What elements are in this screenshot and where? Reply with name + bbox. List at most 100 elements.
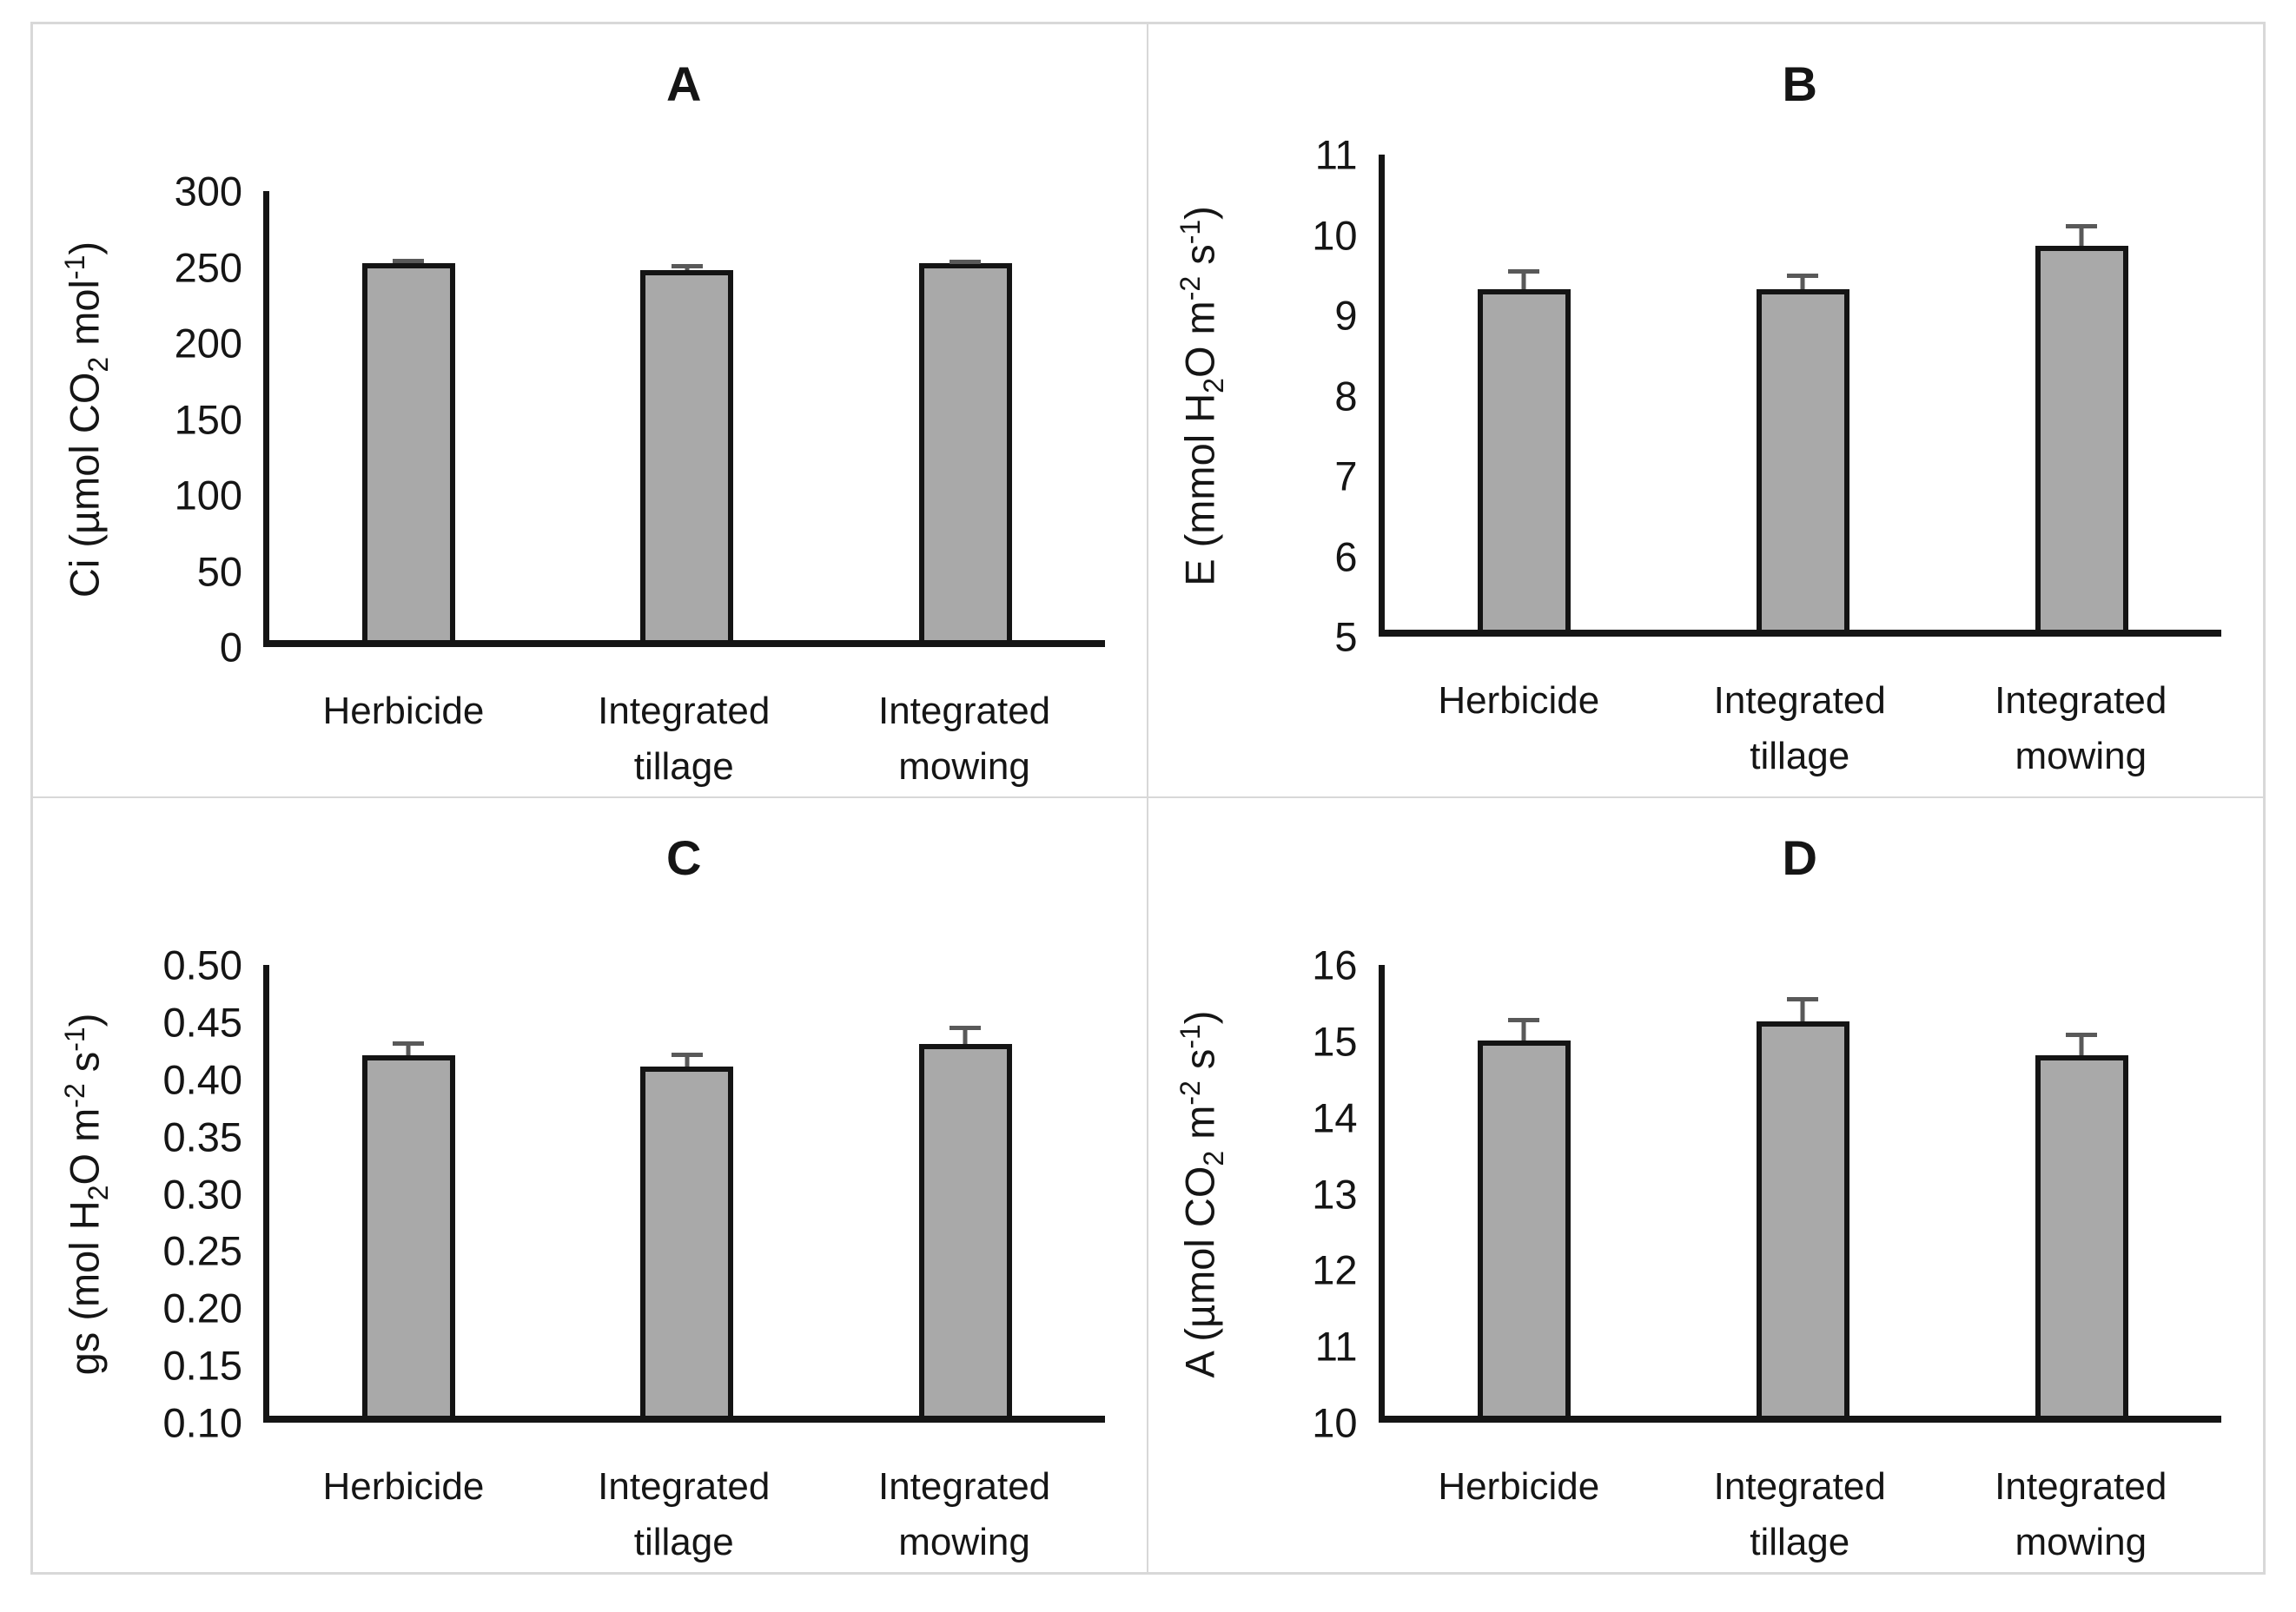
category-labels: Herbicide Integrated tillage Integrated mo… xyxy=(1379,1459,2222,1570)
y-tick-label: 16 xyxy=(1312,941,1358,988)
y-tick-label: 0 xyxy=(219,624,242,671)
y-tick-label: 300 xyxy=(174,168,242,215)
error-bar-cap xyxy=(1787,997,1819,1002)
error-bar xyxy=(685,1053,690,1067)
y-tick-label: 6 xyxy=(1334,533,1358,579)
error-bar-cap xyxy=(671,1053,703,1058)
y-tick-labels: 0.50 0.45 0.40 0.35 0.30 0.25 0.20 0.15 0.10 xyxy=(33,942,242,1446)
panel-title: C xyxy=(666,830,702,885)
bar-slot xyxy=(548,965,827,1416)
y-tick-label: 11 xyxy=(1314,1323,1358,1370)
bar-slot xyxy=(826,191,1105,640)
y-tick-label: 0.35 xyxy=(162,1113,242,1160)
bar-herbicide xyxy=(361,1054,455,1416)
panel-title: B xyxy=(1782,56,1817,111)
bar-integrated-mowing xyxy=(918,1043,1012,1416)
bar-integrated-mowing xyxy=(2035,1054,2128,1416)
panel-a: A Ci (µmol CO2 mol-1) 300 250 200 150 100 50 0… xyxy=(33,24,1148,798)
panel-title: A xyxy=(666,56,702,111)
error-bar-cap xyxy=(671,264,703,269)
plot-area xyxy=(1378,155,2221,637)
bar-slot xyxy=(269,965,548,1416)
y-tick-label: 5 xyxy=(1334,613,1358,660)
bar-slot xyxy=(1942,155,2221,630)
y-tick-labels: 11 10 9 8 7 6 5 xyxy=(1148,132,1358,660)
category-label: Integrated mowing xyxy=(877,690,1051,788)
y-tick-label: 50 xyxy=(196,548,242,594)
y-tick-labels: 16 15 14 13 12 11 10 xyxy=(1148,942,1358,1446)
error-bar-cap xyxy=(393,1041,425,1047)
bar-integrated-mowing xyxy=(918,262,1012,640)
y-tick-label: 0.20 xyxy=(162,1285,242,1331)
y-tick-label: 0.10 xyxy=(162,1399,242,1446)
y-tick-label: 0.40 xyxy=(162,1056,242,1103)
category-labels: Herbicide Integrated tillage Integrated mo… xyxy=(1379,673,2222,784)
plot-area xyxy=(263,965,1105,1423)
error-bar-cap xyxy=(1787,273,1819,278)
y-tick-label: 200 xyxy=(174,320,242,367)
bar-slot xyxy=(1664,965,1942,1416)
plot-area xyxy=(1378,965,2221,1423)
y-tick-label: 8 xyxy=(1334,373,1358,419)
bar-integrated-tillage xyxy=(640,1066,734,1416)
category-label: Integrated tillage xyxy=(1713,679,1886,777)
y-tick-label: 0.45 xyxy=(162,999,242,1046)
y-tick-label: 0.30 xyxy=(162,1171,242,1217)
y-tick-label: 0.25 xyxy=(162,1227,242,1274)
bar-herbicide xyxy=(1477,288,1571,630)
panel-title: D xyxy=(1782,830,1817,885)
bar-slot xyxy=(1385,155,1664,630)
y-tick-labels: 300 250 200 150 100 50 0 xyxy=(33,168,242,671)
category-label: Integrated tillage xyxy=(598,690,771,788)
bar-herbicide xyxy=(361,262,455,640)
category-label: Herbicide xyxy=(1438,1465,1600,1508)
category-label: Herbicide xyxy=(322,1465,485,1508)
panel-b: B E (mmol H2O m-2 s-1) 11 10 9 8 7 6 5 Herbici… xyxy=(1148,24,2263,798)
error-bar-cap xyxy=(393,258,425,263)
bar-herbicide xyxy=(1477,1040,1571,1416)
category-label: Integrated mowing xyxy=(877,1465,1051,1563)
y-tick-label: 15 xyxy=(1312,1018,1358,1065)
error-bar-cap xyxy=(2066,224,2098,229)
y-tick-label: 250 xyxy=(174,244,242,290)
category-label: Integrated mowing xyxy=(1995,1465,2167,1563)
error-bar-cap xyxy=(1508,1017,1540,1022)
bar-integrated-mowing xyxy=(2035,245,2128,630)
error-bar-cap xyxy=(2066,1032,2098,1037)
plot-area xyxy=(263,191,1105,647)
bar-slot xyxy=(1385,965,1664,1416)
panel-c: C gs (mol H2O m-2 s-1) 0.50 0.45 0.40 0.35 0… xyxy=(33,798,1148,1572)
error-bar xyxy=(1521,1017,1526,1041)
error-bar-cap xyxy=(1508,269,1540,274)
y-tick-label: 10 xyxy=(1312,212,1358,258)
bar-slot xyxy=(826,965,1105,1416)
y-tick-label: 7 xyxy=(1334,453,1358,499)
y-tick-label: 100 xyxy=(174,472,242,519)
bar-slot xyxy=(1664,155,1942,630)
error-bar xyxy=(1521,269,1526,289)
y-tick-label: 12 xyxy=(1312,1246,1358,1293)
error-bar xyxy=(406,1041,411,1055)
category-labels: Herbicide Integrated tillage Integrated mo… xyxy=(263,684,1105,795)
error-bar-cap xyxy=(949,260,982,265)
category-labels: Herbicide Integrated tillage Integrated mo… xyxy=(263,1459,1105,1570)
y-tick-label: 10 xyxy=(1312,1399,1358,1446)
error-bar xyxy=(2079,224,2084,246)
category-label: Herbicide xyxy=(1438,679,1600,722)
error-bar xyxy=(2079,1032,2084,1055)
bar-integrated-tillage xyxy=(640,270,734,640)
y-tick-label: 13 xyxy=(1312,1171,1358,1217)
bar-integrated-tillage xyxy=(1756,1021,1849,1416)
error-bar xyxy=(1800,273,1805,289)
category-label: Herbicide xyxy=(322,690,485,732)
y-tick-label: 11 xyxy=(1314,131,1358,178)
figure-frame: A Ci (µmol CO2 mol-1) 300 250 200 150 100 50 0… xyxy=(30,22,2266,1575)
bar-slot xyxy=(548,191,827,640)
bar-slot xyxy=(269,191,548,640)
category-label: Integrated mowing xyxy=(1995,679,2167,777)
y-tick-label: 0.15 xyxy=(162,1342,242,1389)
y-tick-label: 14 xyxy=(1312,1094,1358,1141)
y-tick-label: 9 xyxy=(1334,292,1358,339)
panel-d: D A (µmol CO2 m-2 s-1) 16 15 14 13 12 11 10 He… xyxy=(1148,798,2263,1572)
y-tick-label: 150 xyxy=(174,396,242,442)
